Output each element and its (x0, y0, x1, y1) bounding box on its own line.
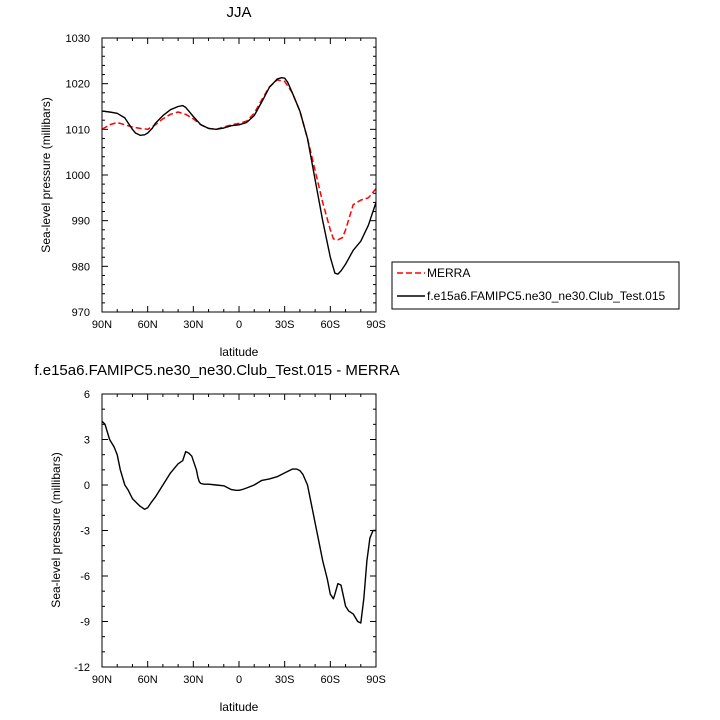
top-xtick-label: 90N (92, 319, 112, 331)
top-ytick-label: 1010 (66, 124, 90, 136)
top-chart-frame (101, 37, 377, 313)
bottom-ytick-label: 0 (84, 480, 90, 492)
bottom-chart-panel: f.e15a6.FAMIPC5.ne30_ne30.Club_Test.015 … (34, 362, 399, 714)
legend-label-merra: MERRA (427, 266, 470, 280)
top-chart-panel: JJA 90N 60N 30N 0 30S 60S 90S 970 980 990 1000 1010… (39, 4, 386, 359)
bottom-ytick-label: 3 (84, 435, 90, 447)
bottom-chart-series (101, 420, 376, 624)
top-xtick-label: 30N (183, 319, 203, 331)
top-xtick-label: 90S (366, 319, 386, 331)
bottom-xtick-label: 30N (183, 674, 203, 686)
bottom-series-line-0 (101, 420, 376, 624)
bottom-chart-ylabel: Sea-level pressure (millibars) (49, 452, 63, 607)
bottom-ytick-label: -3 (80, 526, 90, 538)
bottom-xtick-label: 90N (92, 674, 112, 686)
bottom-chart-xlabel: latitude (220, 700, 259, 714)
top-ytick-label: 1020 (66, 79, 90, 91)
top-series-line-1 (101, 76, 377, 275)
bottom-ytick-label: -12 (74, 662, 90, 674)
bottom-xtick-label: 0 (236, 674, 242, 686)
bottom-ytick-label: -6 (80, 571, 90, 583)
top-ytick-label: 990 (72, 216, 90, 228)
top-chart-ylabel: Sea-level pressure (millibars) (39, 97, 53, 252)
top-ytick-label: 1030 (66, 33, 90, 45)
legend-label-model: f.e15a6.FAMIPC5.ne30_ne30.Club_Test.015 (427, 289, 665, 303)
bottom-ytick-label: 6 (84, 389, 90, 401)
bottom-xtick-label: 60S (321, 674, 341, 686)
top-ytick-label: 1000 (66, 170, 90, 182)
top-ytick-label: 980 (72, 261, 90, 273)
bottom-xtick-label: 30S (275, 674, 295, 686)
top-chart-title: JJA (226, 4, 251, 21)
top-chart-xlabel: latitude (220, 345, 259, 359)
top-chart-series (101, 76, 377, 275)
top-chart-axes: 90N 60N 30N 0 30S 60S 90S 970 980 990 1000 1010 1020… (66, 33, 386, 331)
bottom-chart-frame (101, 393, 377, 668)
top-xtick-label: 60N (138, 319, 158, 331)
bottom-xtick-label: 90S (366, 674, 386, 686)
bottom-ytick-label: -9 (80, 617, 90, 629)
bottom-chart-axes: 90N 60N 30N 0 30S 60S 90S -12 -9 -6 -3 0 3 6 (74, 389, 386, 686)
top-series-line-0 (101, 79, 377, 241)
top-chart-legend: MERRA f.e15a6.FAMIPC5.ne30_ne30.Club_Tes… (391, 261, 680, 310)
legend-frame (391, 261, 680, 310)
top-xtick-label: 30S (275, 319, 295, 331)
bottom-xtick-label: 60N (138, 674, 158, 686)
bottom-chart-title: f.e15a6.FAMIPC5.ne30_ne30.Club_Test.015 … (34, 362, 399, 379)
top-xtick-label: 60S (321, 319, 341, 331)
top-ytick-label: 970 (72, 307, 90, 319)
top-xtick-label: 0 (236, 319, 242, 331)
